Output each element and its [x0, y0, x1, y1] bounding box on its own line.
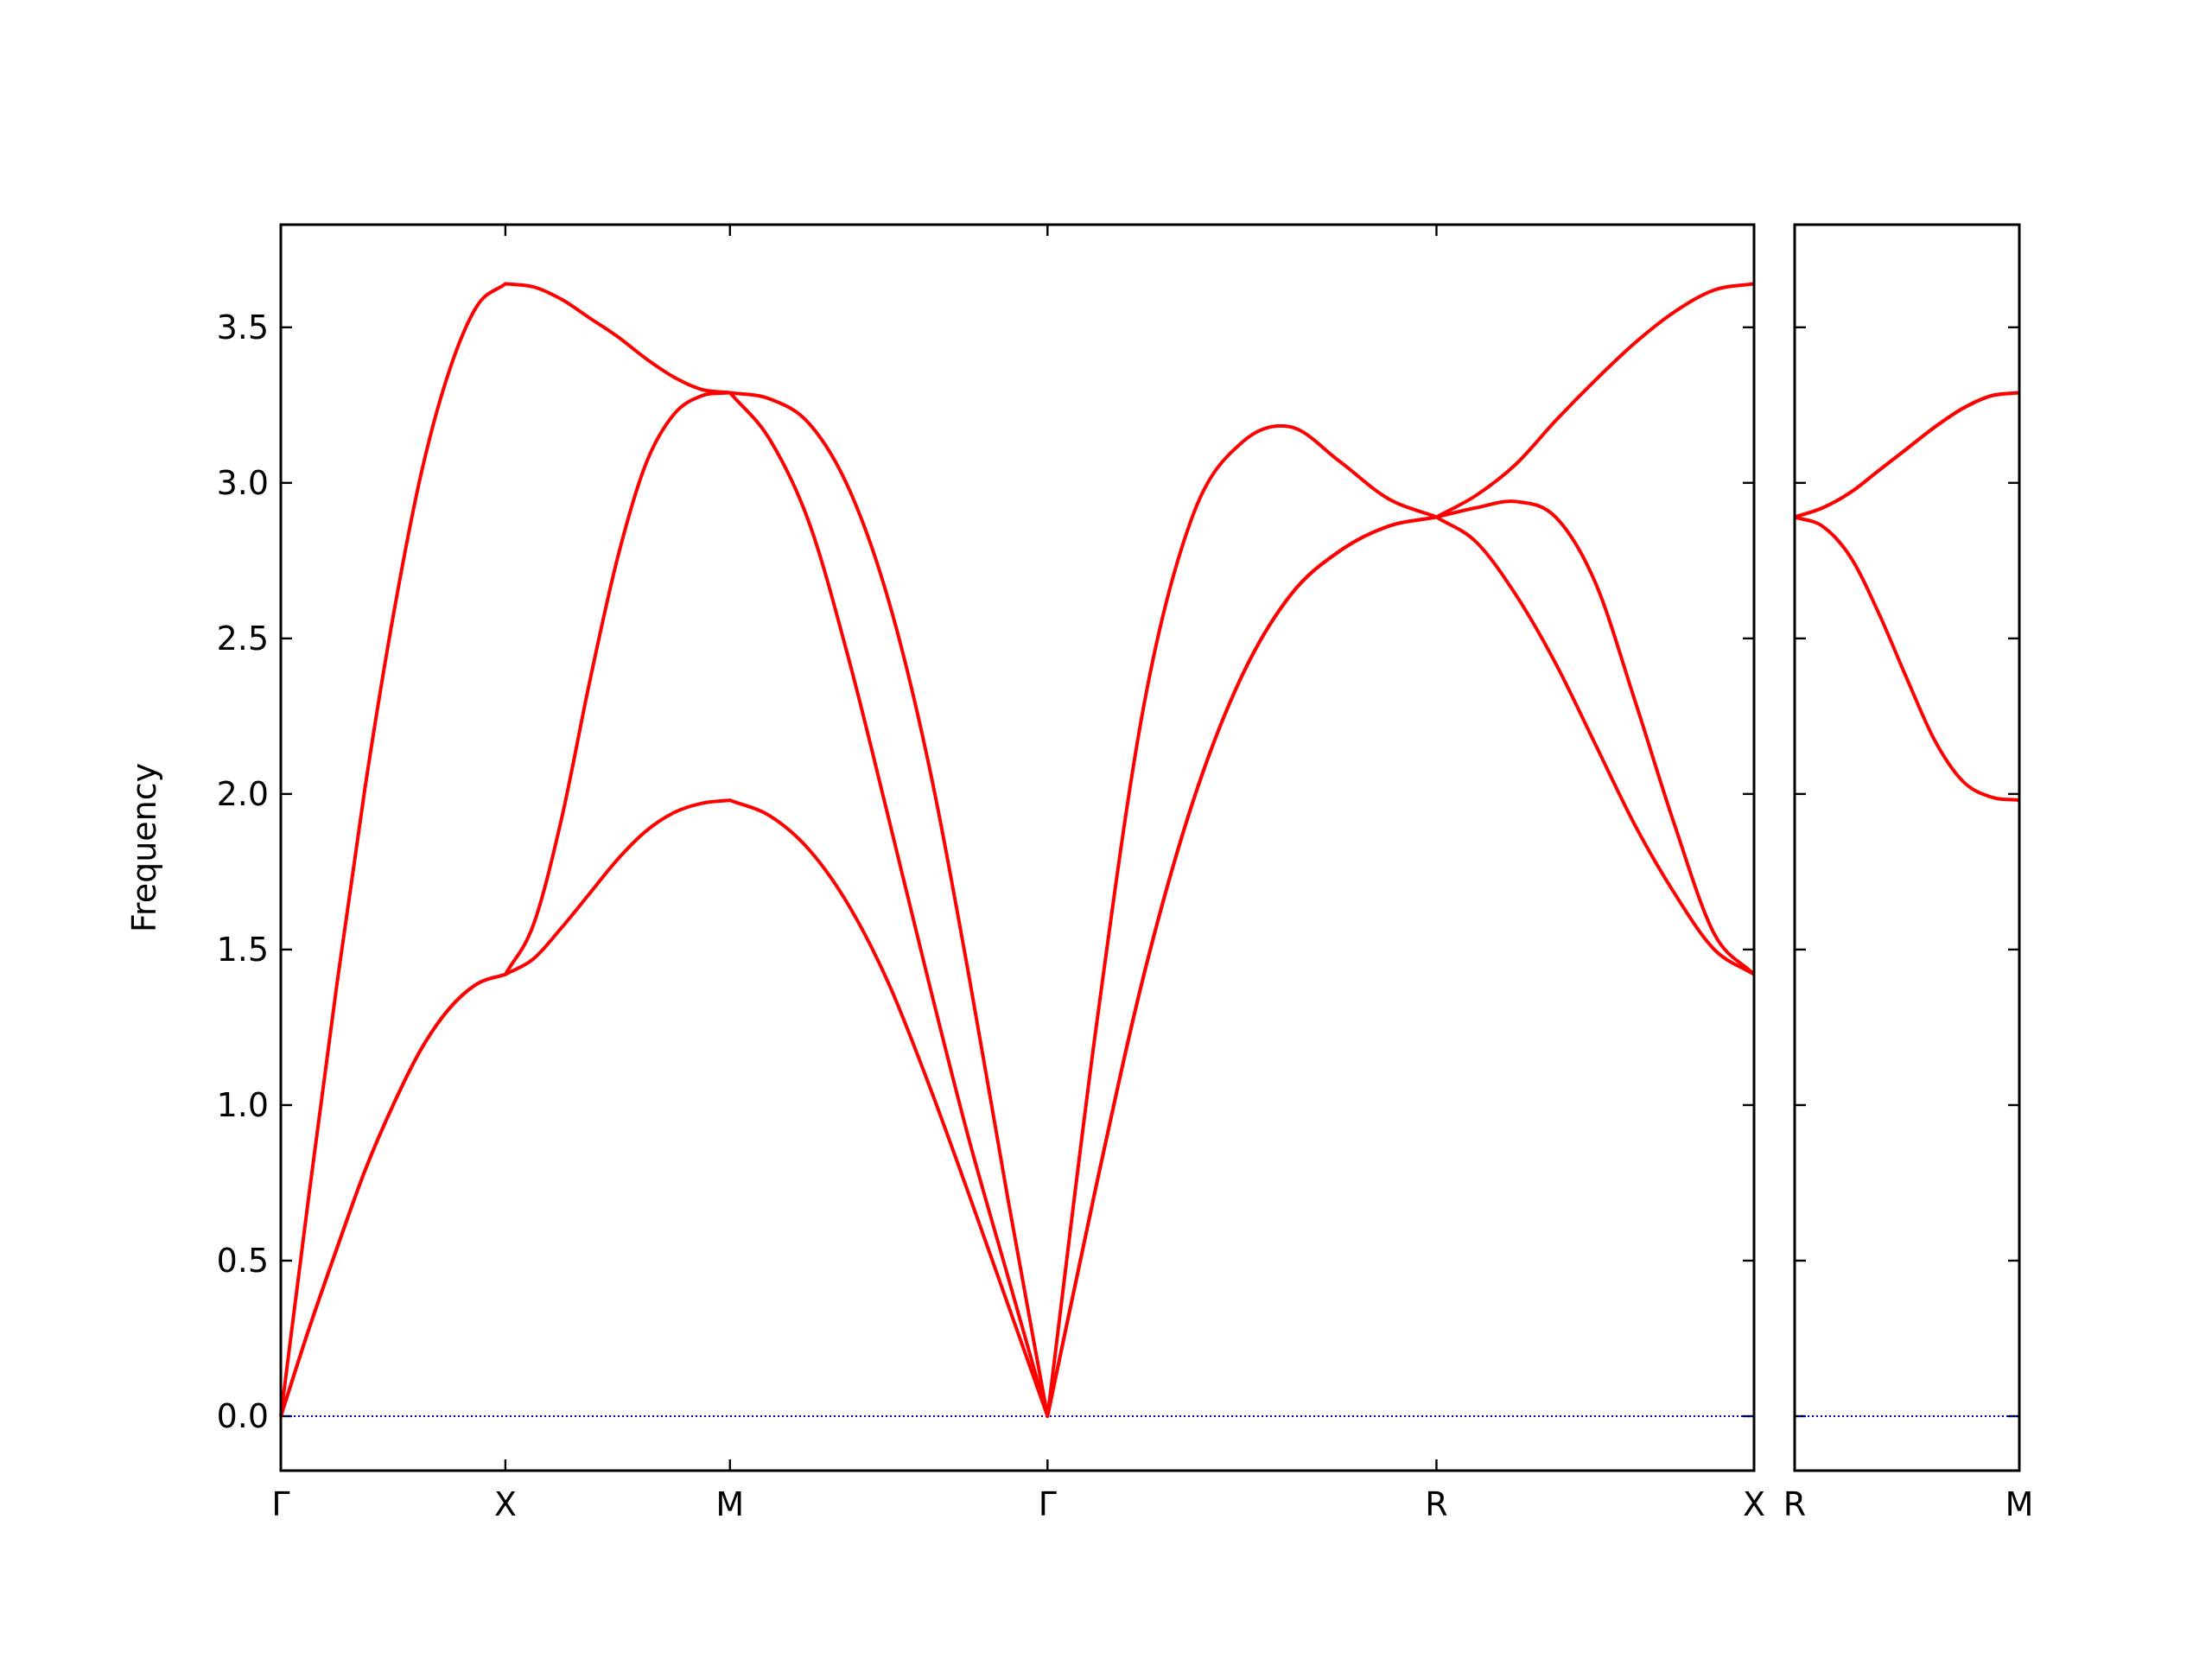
x-tick-label: Γ	[271, 1485, 289, 1523]
x-tick-label: Γ	[1039, 1485, 1057, 1523]
band-line	[1794, 391, 2020, 519]
x-tick-label: R	[1783, 1485, 1806, 1523]
x-tick-label: M	[715, 1485, 744, 1523]
x-tick-label: X	[1743, 1485, 1765, 1523]
y-tick-label: 0.5	[217, 1242, 269, 1280]
band-line	[1794, 515, 2020, 803]
x-tick-label: R	[1425, 1485, 1447, 1523]
y-tick-label: 1.0	[217, 1086, 269, 1124]
x-tick-label: X	[494, 1485, 517, 1523]
band-line	[1794, 391, 2020, 519]
band-line	[279, 282, 1755, 1418]
y-tick-label: 3.5	[217, 308, 269, 346]
y-tick-label: 0.0	[217, 1397, 269, 1435]
x-tick-label: M	[2005, 1485, 2034, 1523]
y-tick-label: 2.0	[217, 775, 269, 813]
y-tick-label: 2.5	[217, 620, 269, 658]
y-tick-label: 1.5	[217, 931, 269, 969]
plot-frame	[1793, 223, 2021, 1472]
y-tick-label: 3.0	[217, 464, 269, 502]
y-axis-label: Frequency	[125, 763, 163, 932]
band-line	[279, 391, 1756, 1418]
band-line	[279, 515, 1756, 1418]
plot-frame	[279, 223, 1756, 1472]
